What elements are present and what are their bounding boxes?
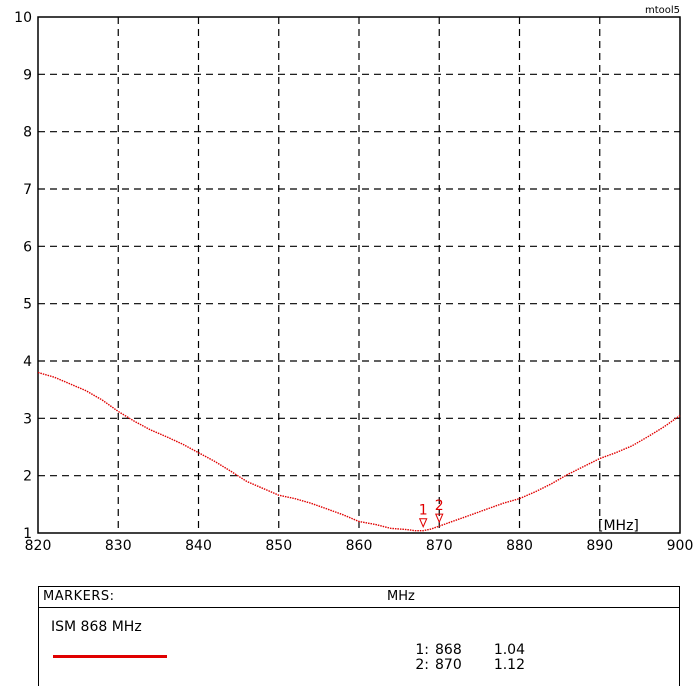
x-tick-label: 880 xyxy=(506,538,533,554)
x-tick-label: 830 xyxy=(105,538,132,554)
markers-panel: MARKERS: MHz ISM 868 MHz 1: 868 1.04 2: … xyxy=(38,586,680,686)
marker-label: 1 xyxy=(419,503,428,519)
marker-row: 2: 870 1.12 xyxy=(359,658,525,673)
y-tick-label: 4 xyxy=(23,354,32,370)
y-tick-label: 3 xyxy=(23,411,32,427)
markers-unit: MHz xyxy=(387,589,415,604)
x-axis-label: [MHz] xyxy=(598,518,639,534)
y-tick-label: 6 xyxy=(23,239,32,255)
x-tick-label: 870 xyxy=(426,538,453,554)
x-tick-label: 820 xyxy=(25,538,52,554)
marker-triangle xyxy=(434,513,444,524)
legend-swatch xyxy=(53,655,167,658)
marker-id: 1: xyxy=(415,642,429,658)
y-axis-ticks: 1 2 3 4 5 6 7 8 9 10 xyxy=(14,10,32,542)
grid xyxy=(38,17,680,533)
watermark: mtool5 xyxy=(645,5,680,16)
x-tick-label: 860 xyxy=(346,538,373,554)
y-tick-label: 2 xyxy=(23,469,32,485)
y-tick-label: 5 xyxy=(23,297,32,313)
marker-id: 2: xyxy=(415,657,429,673)
y-tick-label: 8 xyxy=(23,125,32,141)
x-axis-ticks: 820 830 840 850 860 870 880 890 900 xyxy=(25,538,694,554)
marker-frequency: 870 xyxy=(435,657,462,673)
y-tick-label: 10 xyxy=(14,10,32,26)
markers-header: MARKERS: MHz xyxy=(39,587,679,608)
marker-readout: 1: 868 1.04 2: 870 1.12 xyxy=(359,643,525,673)
marker-value: 1.12 xyxy=(493,657,525,673)
marker-frequency: 868 xyxy=(435,642,462,658)
plot-frame xyxy=(37,16,681,534)
y-tick-label: 7 xyxy=(23,182,32,198)
x-tick-label: 890 xyxy=(586,538,613,554)
marker-triangle xyxy=(418,518,428,528)
markers-title: MARKERS: xyxy=(43,589,115,604)
marker-row: 1: 868 1.04 xyxy=(359,643,525,658)
x-tick-label: 840 xyxy=(185,538,212,554)
marker-value: 1.04 xyxy=(493,642,525,658)
y-tick-label: 9 xyxy=(23,67,32,83)
legend-entry: ISM 868 MHz xyxy=(51,619,142,635)
x-tick-label: 900 xyxy=(667,538,694,554)
series-line xyxy=(37,371,681,532)
y-tick-label: 1 xyxy=(23,526,32,542)
marker-label: 2 xyxy=(435,498,444,514)
x-tick-label: 850 xyxy=(265,538,292,554)
